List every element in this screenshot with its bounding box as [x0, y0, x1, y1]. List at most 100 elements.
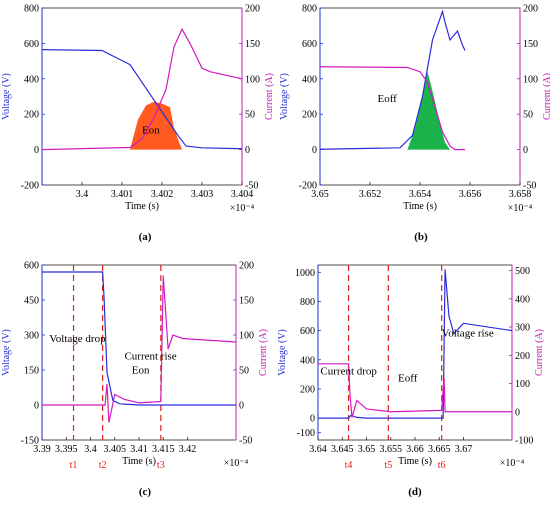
y-left-tick-label: 200 — [302, 110, 317, 121]
y-right-axis-label: Current (A) — [542, 73, 550, 120]
y-right-tick-label: 150 — [245, 39, 260, 50]
x-tick-label: 3.65 — [358, 444, 376, 455]
x-tick-label: 3.67 — [455, 444, 473, 455]
x-tick-label: 3.656 — [459, 189, 482, 200]
voltage-series-line — [318, 269, 513, 419]
chart-panel-4: 3.64 3.645 3.65 3.655 3.66 3.665 3.67100080060… — [277, 264, 545, 498]
y-left-tick-label: 0 — [312, 145, 317, 156]
y-right-axis-label: Current (A) — [534, 329, 545, 376]
voltage-series-line — [319, 9, 466, 150]
x-tick-label: 3.665 — [428, 444, 451, 455]
panel-caption: (b) — [414, 231, 428, 243]
y-left-tick-label: 0 — [310, 414, 315, 425]
y-left-axis-label: Voltage (V) — [1, 329, 12, 376]
y-left-tick-label: -200 — [299, 181, 317, 192]
chart-panel-1: 3.4 3.401 3.402 3.403 3.404 800 600 400 200 0 -200… — [1, 4, 275, 244]
y-left-tick-label: 600 — [24, 39, 39, 50]
y-left-axis-label: Voltage (V) — [279, 73, 290, 120]
x-tick-label: 3.4 — [76, 189, 89, 200]
annotation-voltage-drop: Voltage drop — [49, 333, 106, 345]
x-tick-label: 3.403 — [191, 189, 214, 200]
annotation-eoff: Eoff — [378, 93, 398, 105]
y-left-tick-label: 600 — [302, 39, 317, 50]
y-left-tick-label: 200 — [300, 384, 315, 395]
y-left-tick-label: 150 — [24, 366, 39, 377]
y-left-tick-label: 600 — [300, 326, 315, 337]
x-axis-label: Time (s) — [398, 456, 432, 467]
y-right-tick-label: 50 — [239, 366, 249, 377]
x-axis-label: Time (s) — [122, 456, 156, 467]
x-tick-label: 3.65 — [311, 189, 329, 200]
x-tick-label: 3.654 — [409, 189, 432, 200]
y-left-tick-label: 300 — [24, 331, 39, 342]
x-axis-exponent: ×10⁻⁴ — [224, 458, 249, 469]
current-series-line — [41, 27, 243, 151]
y-left-tick-label: 600 — [24, 261, 39, 272]
x-axis-exponent: ×10⁻⁴ — [230, 203, 255, 214]
y-right-tick-label: 300 — [515, 323, 530, 334]
y-left-tick-label: 400 — [24, 74, 39, 85]
y-right-tick-label: 0 — [523, 145, 528, 156]
chart-panel-3: 3.39 3.395 3.4 3.405 3.41 3.415 3.42 600 450 300 1… — [1, 261, 269, 499]
marker-label-t1: t1 — [70, 460, 78, 471]
marker-label-t2: t2 — [99, 460, 107, 471]
y-right-tick-label: 500 — [515, 266, 530, 277]
y-right-tick-label: 200 — [523, 4, 538, 15]
y-right-tick-label: 0 — [245, 145, 250, 156]
y-right-tick-label: 100 — [239, 331, 254, 342]
x-tick-label: 3.41 — [130, 444, 148, 455]
current-series-line — [318, 363, 512, 418]
y-right-tick-label: 150 — [239, 296, 254, 307]
y-right-tick-label: 100 — [523, 74, 538, 85]
marker-label-t5: t5 — [384, 460, 392, 471]
y-right-tick-label: 50 — [523, 110, 533, 121]
plot-frame — [317, 264, 513, 441]
y-left-tick-label: 0 — [34, 401, 39, 412]
x-tick-label: 3.4 — [84, 444, 97, 455]
x-tick-label: 3.64 — [309, 444, 327, 455]
y-left-tick-label: 800 — [302, 4, 317, 15]
y-right-tick-label: 100 — [245, 74, 260, 85]
current-series-line — [319, 66, 465, 151]
y-left-tick-label: 400 — [302, 74, 317, 85]
y-right-tick-label: -50 — [239, 436, 252, 447]
x-tick-label: 3.404 — [231, 189, 254, 200]
energy-fill-eoff — [407, 71, 450, 150]
y-right-tick-label: -100 — [515, 436, 533, 447]
x-tick-label: 3.405 — [104, 444, 127, 455]
y-right-tick-label: -50 — [523, 181, 536, 192]
y-left-tick-label: 400 — [300, 355, 315, 366]
x-axis-exponent: ×10⁻⁴ — [508, 203, 533, 214]
annotation-current-rise: Current rise — [124, 351, 176, 363]
x-tick-label: 3.645 — [331, 444, 354, 455]
y-right-tick-label: 50 — [245, 110, 255, 121]
x-tick-label: 3.395 — [55, 444, 78, 455]
x-axis-label: Time (s) — [403, 201, 437, 212]
y-left-tick-label: 800 — [24, 4, 39, 15]
plot-frame — [319, 7, 521, 186]
y-left-tick-label: 800 — [300, 297, 315, 308]
voltage-series-line — [42, 271, 236, 406]
y-right-tick-label: 200 — [239, 261, 254, 272]
y-left-tick-label: -150 — [21, 436, 39, 447]
x-tick-label: 3.42 — [179, 444, 197, 455]
y-left-tick-label: 1000 — [295, 268, 315, 279]
x-tick-label: 3.401 — [111, 189, 134, 200]
panel-caption: (a) — [139, 231, 152, 243]
y-left-tick-label: 450 — [24, 296, 39, 307]
y-left-tick-label: -200 — [21, 181, 39, 192]
y-left-tick-label: 200 — [24, 110, 39, 121]
current-series-line — [42, 275, 237, 423]
annotation-voltage-rise: Voltage rise — [442, 327, 494, 339]
marker-label-t3: t3 — [157, 460, 165, 471]
plot-frame — [41, 7, 243, 186]
annotation-current-drop: Current drop — [320, 365, 377, 377]
y-left-axis-label: Voltage (V) — [1, 73, 12, 120]
y-right-axis-label: Current (A) — [264, 73, 275, 120]
panel-caption: (d) — [408, 486, 422, 498]
x-tick-label: 3.66 — [406, 444, 424, 455]
y-left-tick-label: 0 — [34, 145, 39, 156]
y-left-tick-label: -100 — [297, 428, 315, 439]
x-tick-label: 3.652 — [359, 189, 382, 200]
